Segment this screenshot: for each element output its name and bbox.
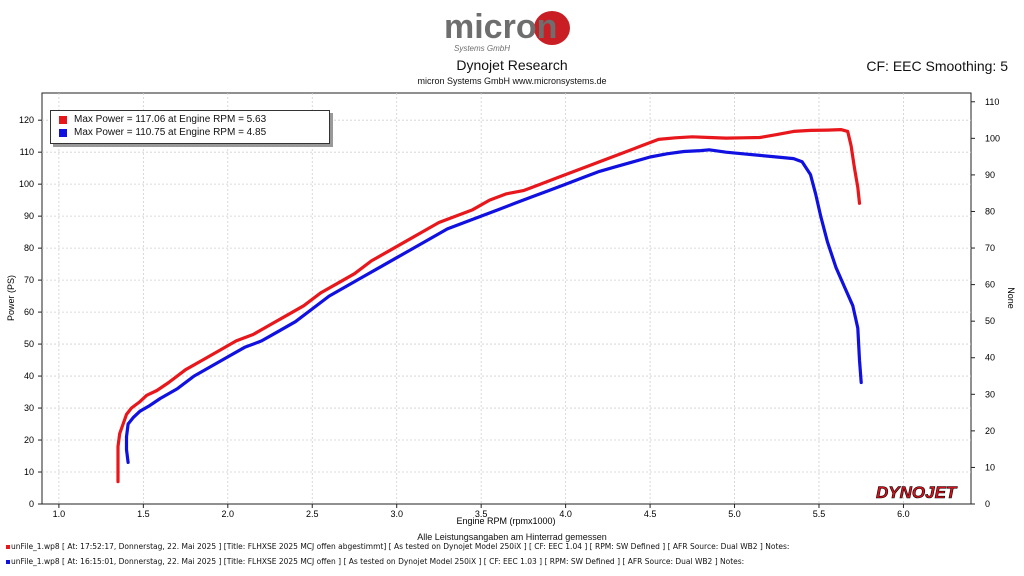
power-curve-blue — [124, 148, 863, 464]
x-tick-label: 1.0 — [53, 509, 66, 519]
y2-tick-label: 70 — [985, 243, 995, 253]
y-tick-label: 50 — [24, 339, 34, 349]
y-axis-ticks: 0 10 20 30 40 50 60 70 80 90 100 110 120 — [19, 115, 42, 509]
legend-swatch-red — [59, 115, 67, 124]
dynojet-brand: DYNOJET — [876, 483, 958, 502]
y2-tick-label: 30 — [985, 389, 995, 399]
y-tick-label: 100 — [19, 179, 34, 189]
y2-axis-label: None — [1006, 287, 1016, 309]
x-axis-ticks: 1.0 1.5 2.0 2.5 3.0 3.5 4.0 4.5 5.0 5.5 6.0 — [53, 504, 910, 519]
y2-tick-label: 50 — [985, 316, 995, 326]
footnote: Alle Leistungsangaben am Hinterrad gemes… — [417, 532, 607, 542]
y-tick-label: 0 — [29, 499, 34, 509]
legend-label: Max Power = 117.06 at Engine RPM = 5.63 — [74, 114, 267, 125]
x-tick-label: 4.0 — [559, 509, 572, 519]
x-axis-label: Engine RPM (rpmx1000) — [456, 516, 555, 526]
y-tick-label: 90 — [24, 211, 34, 221]
y2-axis-ticks: 0 10 20 30 40 50 60 70 80 90 100 110 — [971, 97, 1000, 509]
y2-tick-label: 20 — [985, 426, 995, 436]
y2-tick-label: 110 — [985, 97, 999, 107]
x-tick-label: 1.5 — [137, 509, 150, 519]
legend-swatch-blue — [59, 128, 67, 137]
x-tick-label: 3.5 — [475, 509, 488, 519]
y-tick-label: 70 — [24, 275, 34, 285]
y-tick-label: 110 — [20, 147, 34, 157]
chart-title: Dynojet Research — [456, 57, 568, 73]
y2-tick-label: 100 — [985, 133, 1000, 143]
run-marker-blue — [6, 560, 10, 564]
legend-item: Max Power = 110.75 at Engine RPM = 4.85 — [59, 127, 266, 138]
y2-tick-label: 90 — [985, 170, 995, 180]
plot-frame — [41, 92, 972, 505]
micron-logo: micron Systems GmbH — [444, 8, 570, 53]
data-series — [116, 128, 863, 484]
legend-label: Max Power = 110.75 at Engine RPM = 4.85 — [74, 127, 267, 138]
power-curve-red — [116, 128, 862, 484]
legend: Max Power = 117.06 at Engine RPM = 5.63 … — [50, 110, 330, 144]
y-tick-label: 30 — [24, 403, 34, 413]
y2-tick-label: 0 — [985, 499, 990, 509]
run-info-text: unFile_1.wp8 [ At: 17:52:17, Donnerstag,… — [11, 542, 790, 551]
legend-item: Max Power = 117.06 at Engine RPM = 5.63 — [59, 114, 266, 125]
run-info-row: unFile_1.wp8 [ At: 17:52:17, Donnerstag,… — [6, 542, 789, 551]
run-info-text: unFile_1.wp8 [ At: 16:15:01, Donnerstag,… — [11, 557, 745, 566]
x-tick-label: 5.5 — [813, 509, 826, 519]
logo-subtext: Systems GmbH — [454, 44, 510, 53]
grid-lines — [42, 93, 971, 504]
run-info-row: unFile_1.wp8 [ At: 16:15:01, Donnerstag,… — [6, 557, 744, 566]
y2-tick-label: 10 — [985, 462, 995, 472]
y-axis-label: Power (PS) — [6, 275, 16, 321]
x-tick-label: 4.5 — [644, 509, 657, 519]
y-tick-label: 40 — [24, 371, 34, 381]
x-tick-label: 2.0 — [222, 509, 235, 519]
y-tick-label: 10 — [24, 467, 34, 477]
y2-tick-label: 60 — [985, 280, 995, 290]
x-tick-label: 2.5 — [306, 509, 319, 519]
run-marker-red — [6, 545, 10, 549]
x-tick-label: 5.0 — [728, 509, 741, 519]
y-tick-label: 120 — [19, 115, 34, 125]
y2-tick-label: 80 — [985, 206, 995, 216]
y-tick-label: 80 — [24, 243, 34, 253]
smoothing-label: CF: EEC Smoothing: 5 — [866, 58, 1008, 74]
x-tick-label: 6.0 — [897, 509, 910, 519]
logo-wordmark: micron — [444, 8, 557, 46]
y2-tick-label: 40 — [985, 353, 995, 363]
y-tick-label: 20 — [24, 435, 34, 445]
logo-red-disc — [534, 11, 570, 45]
x-tick-label: 3.0 — [390, 509, 403, 519]
y-tick-label: 60 — [24, 307, 34, 317]
chart-subtitle: micron Systems GmbH www.micronsystems.de — [417, 76, 607, 86]
